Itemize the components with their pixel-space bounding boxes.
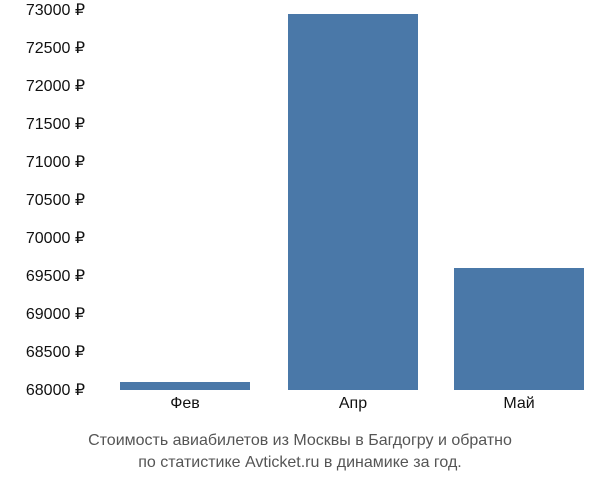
bar-may [454,268,584,390]
x-axis: Фев Апр Май [95,395,590,420]
y-tick-label: 72000 ₽ [26,76,85,96]
y-tick-label: 68500 ₽ [26,342,85,362]
chart-caption: Стоимость авиабилетов из Москвы в Багдог… [0,430,600,475]
caption-line-1: Стоимость авиабилетов из Москвы в Багдог… [88,432,512,449]
plot-area [95,10,590,390]
y-tick-label: 71500 ₽ [26,114,85,134]
x-tick-label: Фев [170,395,200,413]
price-chart: 73000 ₽ 72500 ₽ 72000 ₽ 71500 ₽ 71000 ₽ … [0,0,600,500]
y-tick-label: 72500 ₽ [26,38,85,58]
y-tick-label: 71000 ₽ [26,152,85,172]
y-tick-label: 73000 ₽ [26,0,85,20]
y-axis: 73000 ₽ 72500 ₽ 72000 ₽ 71500 ₽ 71000 ₽ … [0,10,90,390]
y-tick-label: 69500 ₽ [26,266,85,286]
bar-apr [288,14,418,390]
caption-line-2: по статистике Avticket.ru в динамике за … [138,454,462,471]
bar-feb [120,382,250,390]
y-tick-label: 70500 ₽ [26,190,85,210]
y-tick-label: 69000 ₽ [26,304,85,324]
y-tick-label: 68000 ₽ [26,380,85,400]
x-tick-label: Апр [339,395,367,413]
y-tick-label: 70000 ₽ [26,228,85,248]
x-tick-label: Май [503,395,534,413]
